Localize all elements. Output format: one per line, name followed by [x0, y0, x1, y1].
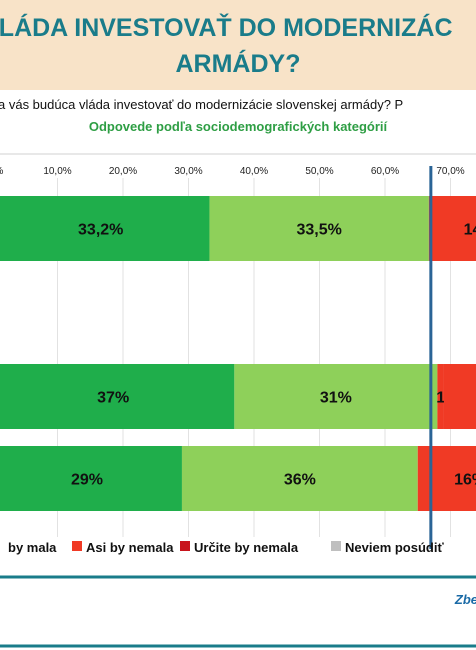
x-tick-label: 70,0% [436, 166, 464, 177]
bar-value-label: 33,2% [78, 222, 123, 239]
bar-segment [437, 364, 444, 429]
bar-value-label: 37% [97, 390, 129, 407]
x-tick-label: 30,0% [174, 166, 202, 177]
legend-swatch [331, 541, 341, 551]
legend-label: Neviem posúdiť [345, 540, 444, 555]
bar-value-label: 1 [436, 390, 445, 407]
bar-segment [0, 364, 235, 429]
x-tick-label: 20,0% [109, 166, 137, 177]
bar-value-label: 33,5% [296, 222, 341, 239]
bar-value-label: 16% [454, 472, 476, 489]
question-text: a vás budúca vláda investovať do moderni… [0, 97, 404, 112]
source-text: Zbe [454, 592, 476, 607]
bar-segment-overflow [443, 364, 476, 429]
x-tick-label: 40,0% [240, 166, 268, 177]
bar-segment [234, 364, 438, 429]
x-axis-ticks: 0,0% 10,0% 20,0% 30,0% 40,0% 50,0% 60,0% 70,0% [0, 166, 465, 177]
x-tick-label: 50,0% [305, 166, 333, 177]
legend-label: by mala [8, 540, 57, 555]
title-banner: CA VLÁDA INVESTOVAŤ DO MODERNIZÁC ARMÁDY… [0, 0, 476, 90]
x-tick-label: 60,0% [371, 166, 399, 177]
bar-segment [417, 446, 476, 511]
legend-label: Určite by nemala [194, 540, 299, 555]
bar-segment [209, 196, 429, 261]
x-tick-label: 0,0% [0, 166, 4, 177]
chart-subtitle: Odpovede podľa sociodemografických kateg… [88, 119, 388, 134]
title-line-1: CA VLÁDA INVESTOVAŤ DO MODERNIZÁC [0, 14, 453, 42]
legend-swatch [72, 541, 82, 551]
bars: 33,2% 33,5% 14, 37% 31% 1 29% 36% 16% [0, 196, 476, 511]
bar-segment [428, 196, 476, 261]
bar-segment [0, 446, 182, 511]
bar-segment [0, 196, 210, 261]
bar-value-label: 14, [464, 222, 476, 239]
bar-value-label: 29% [71, 472, 103, 489]
bar-value-label: 31% [320, 390, 352, 407]
bar-segment [181, 446, 418, 511]
legend-swatch [180, 541, 190, 551]
legend-label: Asi by nemala [86, 540, 174, 555]
bar-value-label: 36% [284, 472, 316, 489]
title-line-2: ARMÁDY? [175, 50, 301, 78]
x-tick-label: 10,0% [43, 166, 71, 177]
chart-frame [0, 153, 476, 648]
legend: by mala Asi by nemala Určite by nemala Nevi… [8, 540, 444, 555]
